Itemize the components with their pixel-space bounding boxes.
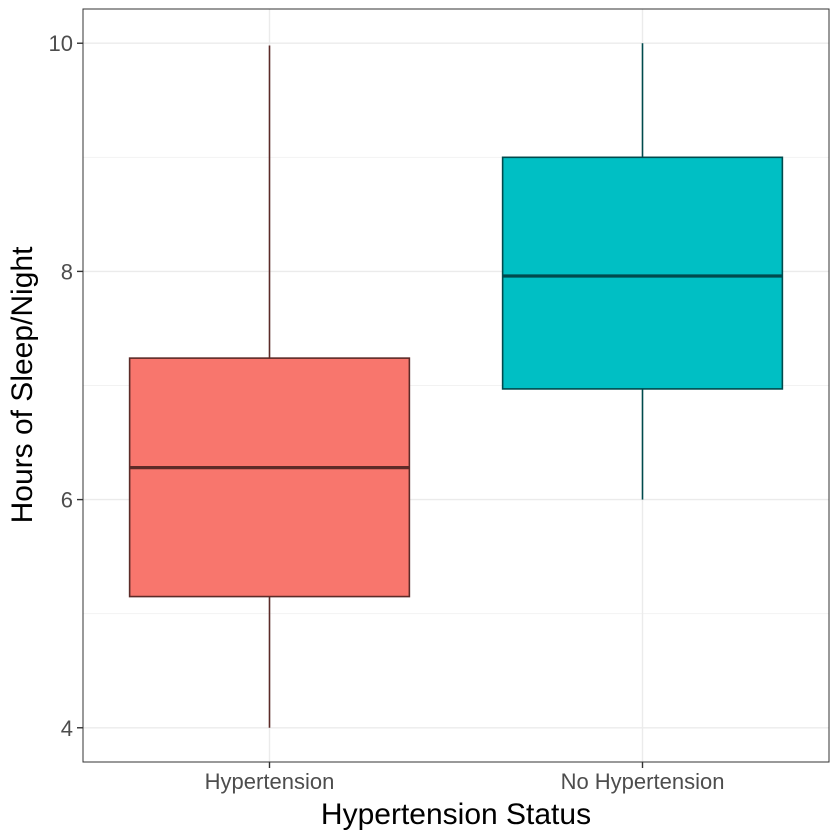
y-tick-label: 4 xyxy=(61,716,73,741)
y-tick-label: 10 xyxy=(49,31,73,56)
x-axis-title: Hypertension Status xyxy=(321,798,591,831)
x-tick-label: No Hypertension xyxy=(561,769,725,794)
plot-border xyxy=(82,8,830,763)
box-2 xyxy=(501,43,784,500)
y-tick-label: 8 xyxy=(61,259,73,284)
y-axis-title: Hours of Sleep/Night xyxy=(6,246,39,523)
iqr-box xyxy=(128,357,411,598)
x-axis: Hypertension No Hypertension xyxy=(205,762,725,794)
boxes xyxy=(128,43,784,728)
x-tick-label: Hypertension xyxy=(205,769,335,794)
iqr-box xyxy=(501,156,784,390)
y-axis: 4 6 8 10 xyxy=(49,31,83,741)
box-1 xyxy=(128,45,411,728)
y-tick-label: 6 xyxy=(61,488,73,513)
